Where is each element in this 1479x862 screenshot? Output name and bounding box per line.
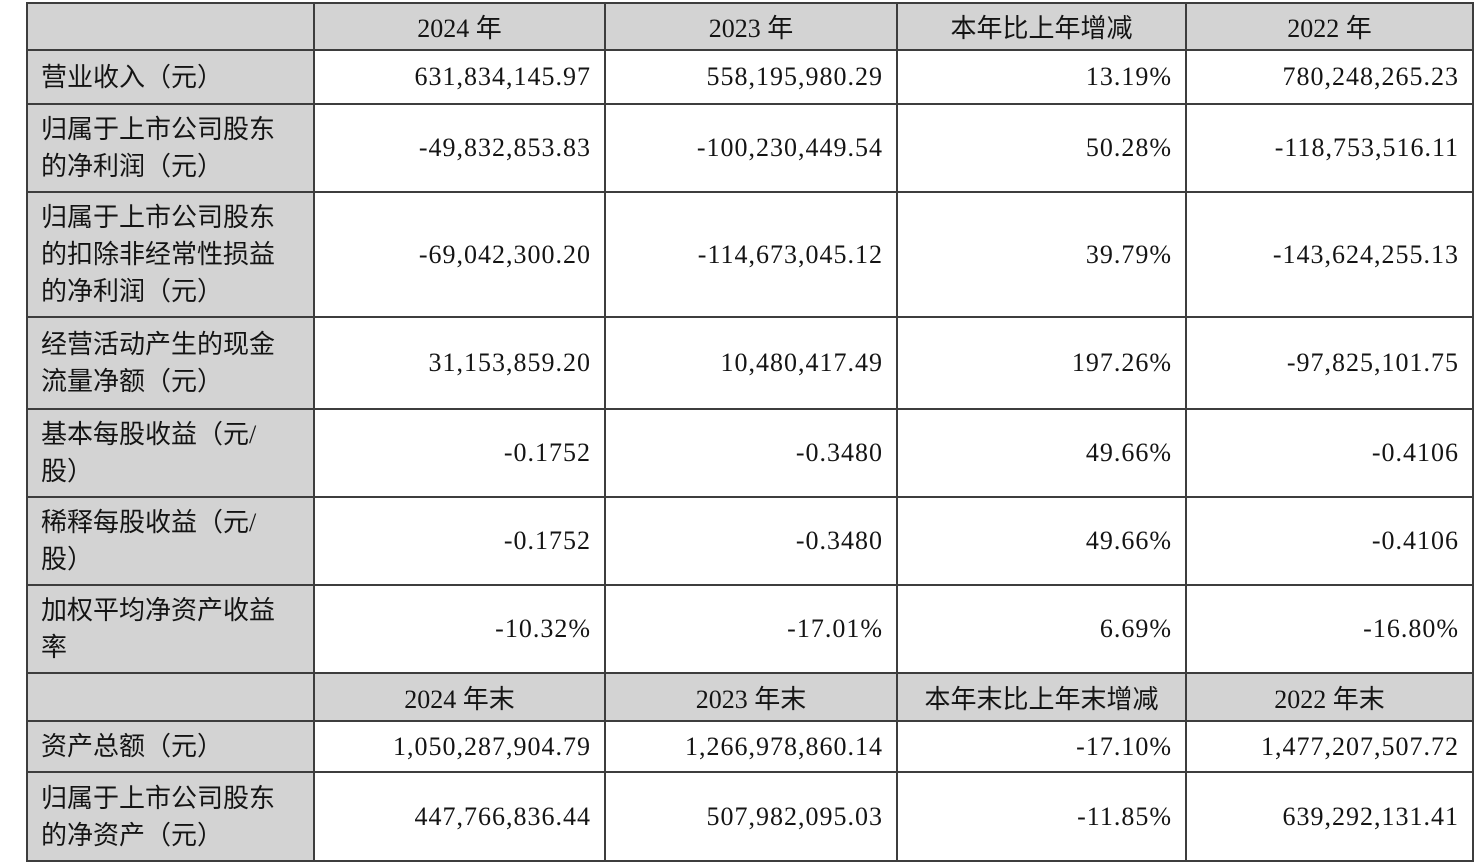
value-cell: 1,477,207,507.72 <box>1185 720 1474 773</box>
table-row-weighted-avg-roe: 加权平均净资产收益 率 -10.32% -17.01% 6.69% -16.80… <box>26 584 1474 674</box>
value-cell: 49.66% <box>896 408 1187 498</box>
table-row-basic-eps: 基本每股收益（元/ 股） -0.1752 -0.3480 49.66% -0.4… <box>26 408 1474 498</box>
value-cell: 13.19% <box>896 49 1187 105</box>
row-label-cell: 基本每股收益（元/ 股） <box>26 408 315 498</box>
row-label-cell: 归属于上市公司股东 的净资产（元） <box>26 771 315 862</box>
value-cell: -17.01% <box>604 584 898 674</box>
corner-header-cell <box>26 2 315 51</box>
value-cell: -16.80% <box>1185 584 1474 674</box>
row-label-cell: 稀释每股收益（元/ 股） <box>26 496 315 586</box>
col-header-2022-end: 2022 年末 <box>1185 672 1474 722</box>
corner-header-cell <box>26 672 315 722</box>
value-cell: -10.32% <box>313 584 606 674</box>
value-cell: 31,153,859.20 <box>313 316 606 410</box>
value-cell: 1,050,287,904.79 <box>313 720 606 773</box>
table-row-diluted-eps: 稀释每股收益（元/ 股） -0.1752 -0.3480 49.66% -0.4… <box>26 496 1474 586</box>
value-cell: -114,673,045.12 <box>604 191 898 318</box>
value-cell: 631,834,145.97 <box>313 49 606 105</box>
col-header-2023-end: 2023 年末 <box>604 672 898 722</box>
col-header-2022: 2022 年 <box>1185 2 1474 51</box>
value-cell: -100,230,449.54 <box>604 103 898 193</box>
table-row-net-profit: 归属于上市公司股东 的净利润（元） -49,832,853.83 -100,23… <box>26 103 1474 193</box>
value-cell: 49.66% <box>896 496 1187 586</box>
value-cell: 507,982,095.03 <box>604 771 898 862</box>
annual-header-row: 2024 年 2023 年 本年比上年增减 2022 年 <box>26 2 1474 51</box>
value-cell: -97,825,101.75 <box>1185 316 1474 410</box>
col-header-yoy-change: 本年比上年增减 <box>896 2 1187 51</box>
table-row-total-assets: 资产总额（元） 1,050,287,904.79 1,266,978,860.1… <box>26 720 1474 773</box>
value-cell: -17.10% <box>896 720 1187 773</box>
value-cell: -0.4106 <box>1185 408 1474 498</box>
value-cell: 197.26% <box>896 316 1187 410</box>
value-cell: -143,624,255.13 <box>1185 191 1474 318</box>
value-cell: -0.1752 <box>313 408 606 498</box>
value-cell: -0.3480 <box>604 496 898 586</box>
row-label-cell: 资产总额（元） <box>26 720 315 773</box>
value-cell: -49,832,853.83 <box>313 103 606 193</box>
value-cell: -0.1752 <box>313 496 606 586</box>
yearend-header-row: 2024 年末 2023 年末 本年末比上年末增减 2022 年末 <box>26 672 1474 722</box>
value-cell: 50.28% <box>896 103 1187 193</box>
row-label-cell: 归属于上市公司股东 的扣除非经常性损益 的净利润（元） <box>26 191 315 318</box>
col-header-2024: 2024 年 <box>313 2 606 51</box>
key-financials-table: 2024 年 2023 年 本年比上年增减 2022 年 营业收入（元） 631… <box>26 2 1474 862</box>
table-row-revenue: 营业收入（元） 631,834,145.97 558,195,980.29 13… <box>26 49 1474 105</box>
col-header-2023: 2023 年 <box>604 2 898 51</box>
row-label-cell: 归属于上市公司股东 的净利润（元） <box>26 103 315 193</box>
value-cell: -118,753,516.11 <box>1185 103 1474 193</box>
value-cell: 558,195,980.29 <box>604 49 898 105</box>
value-cell: -69,042,300.20 <box>313 191 606 318</box>
row-label-cell: 加权平均净资产收益 率 <box>26 584 315 674</box>
table-row-operating-cash-flow: 经营活动产生的现金 流量净额（元） 31,153,859.20 10,480,4… <box>26 316 1474 410</box>
value-cell: -11.85% <box>896 771 1187 862</box>
value-cell: 6.69% <box>896 584 1187 674</box>
row-label-cell: 经营活动产生的现金 流量净额（元） <box>26 316 315 410</box>
table-row-net-assets: 归属于上市公司股东 的净资产（元） 447,766,836.44 507,982… <box>26 771 1474 862</box>
value-cell: 1,266,978,860.14 <box>604 720 898 773</box>
col-header-yearend-change: 本年末比上年末增减 <box>896 672 1187 722</box>
value-cell: 639,292,131.41 <box>1185 771 1474 862</box>
value-cell: -0.3480 <box>604 408 898 498</box>
col-header-2024-end: 2024 年末 <box>313 672 606 722</box>
value-cell: 39.79% <box>896 191 1187 318</box>
value-cell: 780,248,265.23 <box>1185 49 1474 105</box>
value-cell: 10,480,417.49 <box>604 316 898 410</box>
value-cell: 447,766,836.44 <box>313 771 606 862</box>
value-cell: -0.4106 <box>1185 496 1474 586</box>
row-label-cell: 营业收入（元） <box>26 49 315 105</box>
table-row-net-profit-excl-nonrecurring: 归属于上市公司股东 的扣除非经常性损益 的净利润（元） -69,042,300.… <box>26 191 1474 318</box>
